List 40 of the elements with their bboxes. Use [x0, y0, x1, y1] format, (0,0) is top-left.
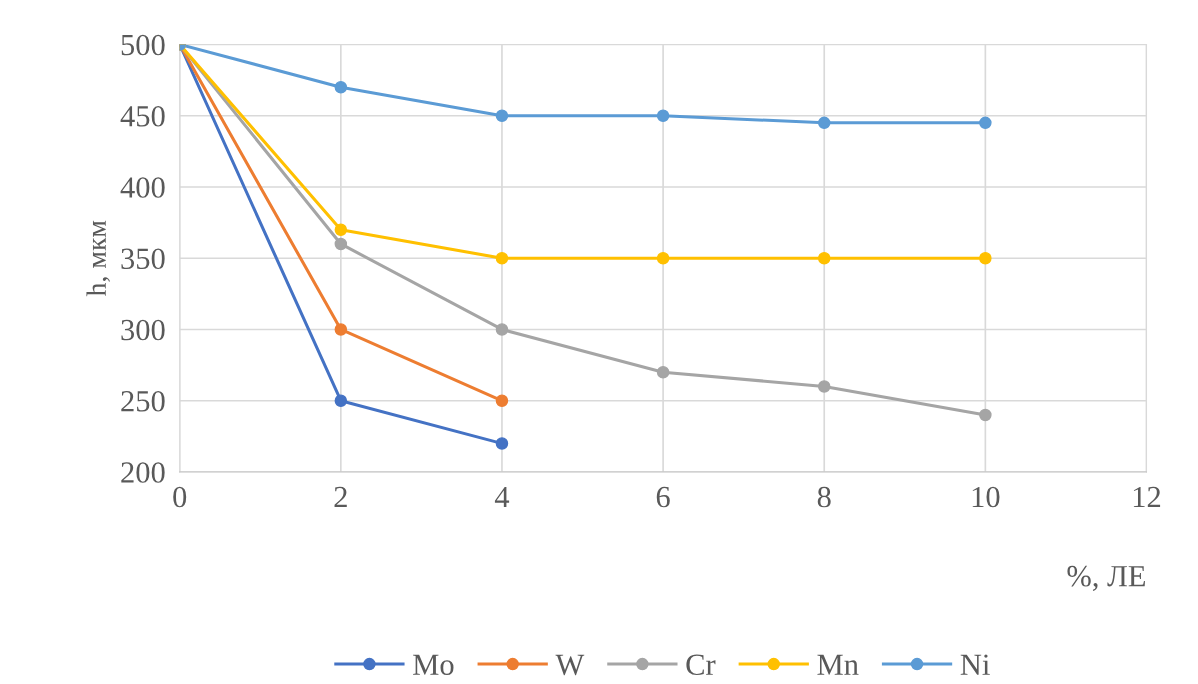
point — [495, 323, 509, 336]
point — [656, 109, 670, 122]
y-tick-label: 200 — [121, 462, 165, 483]
y-tick-label: 350 — [121, 248, 165, 270]
point — [817, 251, 831, 265]
x-tick-label: 0 — [173, 486, 187, 508]
x-tick-label: 4 — [494, 486, 510, 508]
y-tick-label: 300 — [121, 319, 165, 341]
point — [817, 116, 831, 130]
x-tick-label: 8 — [817, 486, 831, 508]
point — [334, 323, 348, 336]
point — [656, 365, 670, 379]
point — [656, 251, 670, 265]
point — [979, 251, 992, 265]
y-tick-label: 400 — [120, 177, 165, 198]
point — [979, 116, 992, 130]
point — [495, 437, 509, 450]
point — [334, 80, 348, 94]
point — [495, 109, 509, 122]
y-axis-title: h, мкм — [86, 220, 110, 297]
legend-label: W — [555, 654, 585, 676]
point — [495, 394, 509, 407]
x-tick-label: 2 — [334, 486, 347, 508]
point — [979, 408, 992, 422]
y-tick-label: 500 — [121, 34, 165, 56]
point — [334, 394, 348, 407]
point — [495, 251, 509, 265]
y-tick-label: 250 — [121, 390, 165, 412]
point — [334, 223, 348, 236]
x-tick-label: 6 — [656, 486, 670, 508]
legend-label: Ni — [960, 654, 990, 675]
legend-label: Mo — [413, 654, 454, 676]
point — [334, 237, 348, 251]
x-tick-label: 10 — [972, 486, 1000, 508]
legend-label: Mn — [817, 654, 859, 675]
legend-label: Cr — [686, 654, 716, 676]
y-tick-label: 450 — [120, 105, 165, 127]
x-axis-title: %, ЛЕ — [1067, 565, 1145, 591]
x-tick-label: 12 — [1133, 486, 1161, 508]
point — [817, 380, 831, 393]
